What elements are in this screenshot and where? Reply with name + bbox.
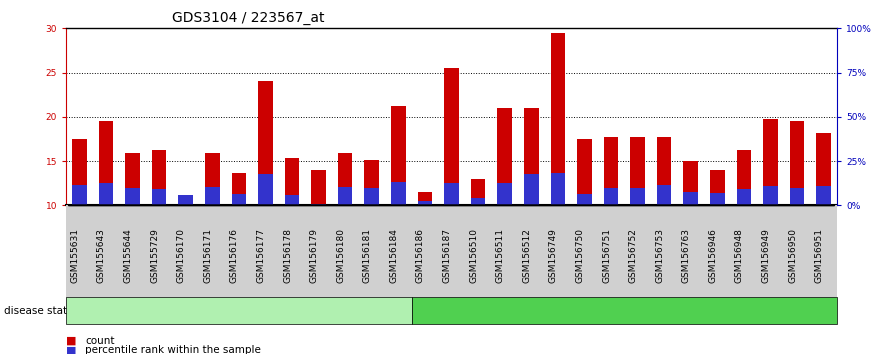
Bar bbox=[152, 189, 167, 205]
Bar bbox=[657, 137, 671, 205]
Bar bbox=[817, 133, 831, 205]
Bar bbox=[684, 161, 698, 205]
Bar bbox=[657, 185, 671, 205]
Text: disease state ▶: disease state ▶ bbox=[4, 306, 85, 316]
Bar bbox=[311, 170, 326, 205]
Bar bbox=[551, 173, 565, 205]
Bar bbox=[205, 153, 219, 205]
Bar bbox=[125, 188, 140, 205]
Text: GSM156178: GSM156178 bbox=[283, 228, 292, 283]
Text: count: count bbox=[85, 336, 115, 346]
Text: GSM156180: GSM156180 bbox=[337, 228, 345, 283]
Bar bbox=[710, 193, 725, 205]
Text: GSM156752: GSM156752 bbox=[628, 228, 638, 283]
Text: GSM156950: GSM156950 bbox=[788, 228, 797, 283]
Bar bbox=[152, 149, 167, 205]
Bar bbox=[630, 188, 645, 205]
Bar bbox=[710, 170, 725, 205]
Text: GSM156763: GSM156763 bbox=[682, 228, 691, 283]
Bar bbox=[789, 188, 804, 205]
Bar bbox=[99, 183, 114, 205]
Bar bbox=[391, 182, 405, 205]
Text: GSM156951: GSM156951 bbox=[815, 228, 824, 283]
Text: GSM156750: GSM156750 bbox=[575, 228, 584, 283]
Text: GSM156948: GSM156948 bbox=[735, 228, 744, 283]
Text: ■: ■ bbox=[66, 336, 77, 346]
Bar bbox=[684, 192, 698, 205]
Text: GSM156749: GSM156749 bbox=[549, 228, 558, 283]
Bar bbox=[789, 121, 804, 205]
Bar bbox=[470, 198, 485, 205]
Bar bbox=[285, 159, 300, 205]
Bar bbox=[577, 194, 592, 205]
Bar bbox=[763, 119, 778, 205]
Bar bbox=[603, 188, 618, 205]
Bar bbox=[763, 186, 778, 205]
Text: GSM156171: GSM156171 bbox=[204, 228, 212, 283]
Text: GSM156753: GSM156753 bbox=[655, 228, 664, 283]
Bar bbox=[99, 121, 114, 205]
Bar bbox=[498, 183, 512, 205]
Text: GSM156751: GSM156751 bbox=[602, 228, 611, 283]
Text: GSM155729: GSM155729 bbox=[150, 228, 159, 283]
Text: GSM155644: GSM155644 bbox=[123, 228, 132, 283]
Text: GSM156946: GSM156946 bbox=[708, 228, 717, 283]
Text: ■: ■ bbox=[66, 346, 77, 354]
Bar bbox=[338, 153, 352, 205]
Text: GDS3104 / 223567_at: GDS3104 / 223567_at bbox=[172, 11, 324, 25]
Bar bbox=[444, 183, 459, 205]
Bar bbox=[285, 195, 300, 205]
Bar bbox=[737, 149, 751, 205]
Text: GSM156184: GSM156184 bbox=[389, 228, 398, 283]
Text: GSM156511: GSM156511 bbox=[496, 228, 505, 283]
Text: GSM156177: GSM156177 bbox=[256, 228, 265, 283]
Bar bbox=[205, 187, 219, 205]
Bar bbox=[817, 186, 831, 205]
Bar bbox=[630, 137, 645, 205]
Bar bbox=[603, 137, 618, 205]
Bar bbox=[72, 185, 86, 205]
Bar bbox=[311, 204, 326, 205]
Bar bbox=[125, 153, 140, 205]
Text: GSM156187: GSM156187 bbox=[442, 228, 451, 283]
Bar bbox=[258, 81, 273, 205]
Text: GSM156179: GSM156179 bbox=[309, 228, 319, 283]
Text: GSM156512: GSM156512 bbox=[522, 228, 531, 283]
Bar bbox=[365, 188, 379, 205]
Bar bbox=[258, 175, 273, 205]
Bar bbox=[178, 195, 193, 205]
Bar bbox=[498, 108, 512, 205]
Text: GSM155643: GSM155643 bbox=[97, 228, 106, 283]
Text: GSM156181: GSM156181 bbox=[363, 228, 372, 283]
Text: insulin-resistant polycystic ovary syndrome: insulin-resistant polycystic ovary syndr… bbox=[511, 306, 738, 316]
Bar bbox=[737, 189, 751, 205]
Bar bbox=[418, 201, 433, 205]
Bar bbox=[444, 68, 459, 205]
Bar bbox=[178, 195, 193, 205]
Bar bbox=[524, 175, 538, 205]
Bar bbox=[365, 160, 379, 205]
Text: GSM156176: GSM156176 bbox=[230, 228, 239, 283]
Text: GSM156510: GSM156510 bbox=[469, 228, 478, 283]
Bar bbox=[232, 194, 246, 205]
Bar bbox=[232, 173, 246, 205]
Bar bbox=[551, 33, 565, 205]
Text: control: control bbox=[220, 306, 257, 316]
Text: percentile rank within the sample: percentile rank within the sample bbox=[85, 346, 262, 354]
Bar bbox=[391, 106, 405, 205]
Text: GSM156170: GSM156170 bbox=[177, 228, 186, 283]
Bar bbox=[524, 108, 538, 205]
Bar bbox=[72, 139, 86, 205]
Text: GSM156949: GSM156949 bbox=[761, 228, 771, 283]
Bar bbox=[577, 139, 592, 205]
Text: GSM156186: GSM156186 bbox=[416, 228, 425, 283]
Bar bbox=[470, 179, 485, 205]
Bar bbox=[338, 187, 352, 205]
Text: GSM155631: GSM155631 bbox=[70, 228, 79, 283]
Bar bbox=[418, 192, 433, 205]
